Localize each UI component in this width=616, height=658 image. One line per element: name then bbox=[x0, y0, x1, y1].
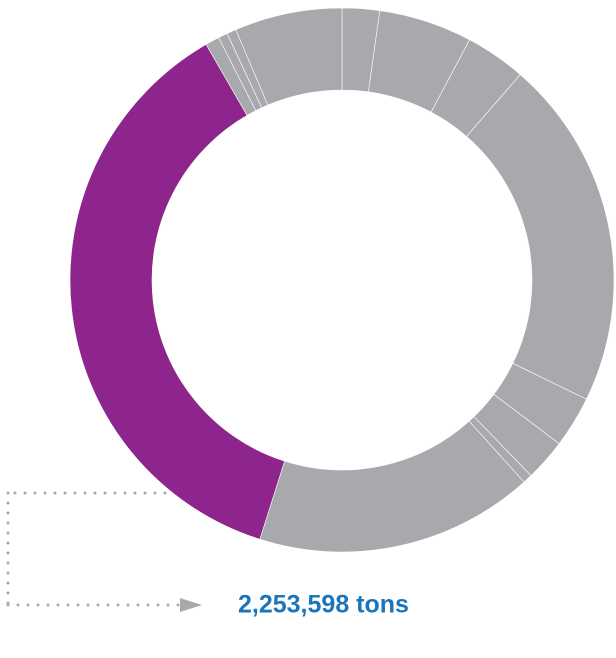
donut-segment bbox=[235, 7, 343, 106]
donut-segment bbox=[466, 74, 615, 400]
donut-segment bbox=[69, 43, 285, 540]
value-label: 2,253,598 tons bbox=[238, 591, 409, 619]
connector bbox=[6, 491, 202, 612]
connector-arrow bbox=[180, 598, 202, 612]
donut-segment bbox=[259, 420, 525, 553]
